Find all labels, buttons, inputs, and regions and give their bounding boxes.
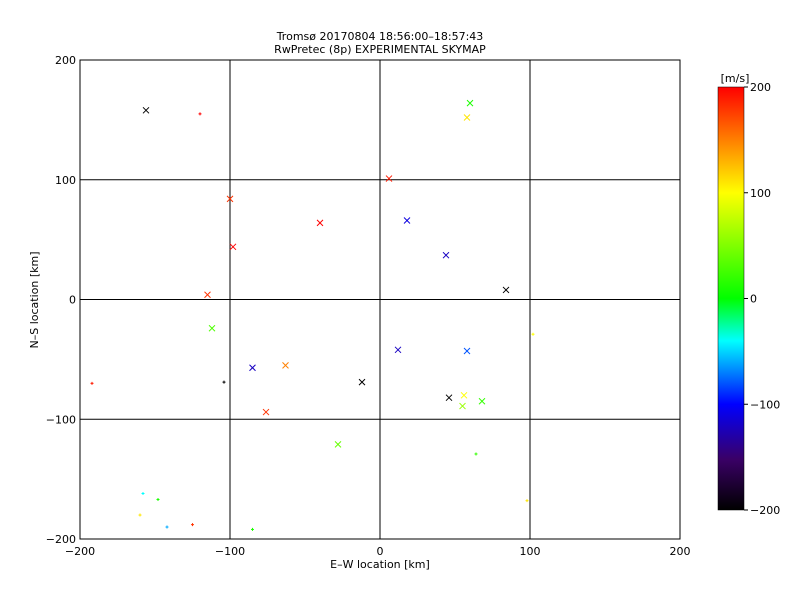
- data-point: [316, 219, 324, 227]
- data-point: [502, 286, 510, 294]
- data-point: [204, 291, 211, 299]
- data-point: [198, 112, 202, 116]
- y-tick-label: 200: [55, 54, 76, 67]
- colorbar-ticks: −200 −100 0 100 200: [744, 81, 780, 517]
- data-point: [208, 324, 216, 332]
- plot-frame: [79, 59, 681, 540]
- data-point: [478, 397, 486, 405]
- data-point: [531, 332, 535, 336]
- data-point: [442, 251, 450, 259]
- x-axis-label: E–W location [km]: [330, 558, 430, 571]
- colorbar-tick-label: −200: [750, 504, 780, 517]
- data-point: [262, 408, 270, 416]
- y-axis-ticks: −200 −100 0 100 200: [46, 54, 76, 546]
- x-tick-label: 200: [670, 545, 691, 558]
- x-tick-label: −100: [215, 545, 245, 558]
- y-tick-label: −100: [46, 413, 76, 426]
- plot-grid: [80, 60, 680, 539]
- chart-title: Tromsø 20170804 18:56:00–18:57:43: [276, 30, 484, 43]
- data-point: [222, 380, 226, 384]
- data-point: [385, 175, 393, 182]
- y-tick-label: −200: [46, 533, 76, 546]
- y-axis-label: N–S location [km]: [28, 251, 41, 348]
- colorbar-tick-label: 100: [750, 187, 771, 200]
- chart-subtitle: RwPretec (8p) EXPERIMENTAL SKYMAP: [274, 43, 486, 56]
- data-point: [156, 497, 160, 501]
- colorbar: [717, 86, 745, 511]
- data-point: [282, 362, 289, 369]
- data-point: [142, 106, 150, 114]
- data-point: [358, 378, 366, 386]
- data-point: [394, 346, 402, 354]
- data-point: [466, 99, 474, 107]
- x-axis-ticks: −200 −100 0 100 200: [65, 545, 691, 558]
- data-point: [445, 394, 453, 402]
- x-tick-label: −200: [65, 545, 95, 558]
- colorbar-tick-label: −100: [750, 398, 780, 411]
- y-tick-label: 0: [69, 294, 76, 307]
- data-points: [90, 99, 535, 531]
- colorbar-tick-label: 200: [750, 81, 771, 94]
- data-point: [459, 402, 466, 410]
- data-point: [463, 114, 471, 121]
- data-point: [90, 381, 94, 385]
- data-point: [251, 527, 254, 531]
- data-point: [226, 195, 234, 203]
- x-tick-label: 0: [377, 545, 384, 558]
- colorbar-tick-label: 0: [750, 293, 757, 306]
- data-point: [141, 491, 145, 495]
- data-point: [249, 364, 256, 372]
- data-point: [463, 347, 471, 355]
- data-point: [334, 441, 342, 448]
- data-point: [460, 391, 468, 399]
- colorbar-label: [m/s]: [721, 72, 750, 85]
- y-tick-label: 100: [55, 174, 76, 187]
- data-point: [191, 523, 194, 527]
- data-point: [165, 525, 169, 529]
- x-tick-label: 100: [520, 545, 541, 558]
- data-point: [525, 499, 529, 503]
- data-point: [229, 243, 237, 251]
- data-point: [403, 217, 411, 224]
- data-point: [138, 513, 142, 517]
- data-point: [474, 452, 478, 456]
